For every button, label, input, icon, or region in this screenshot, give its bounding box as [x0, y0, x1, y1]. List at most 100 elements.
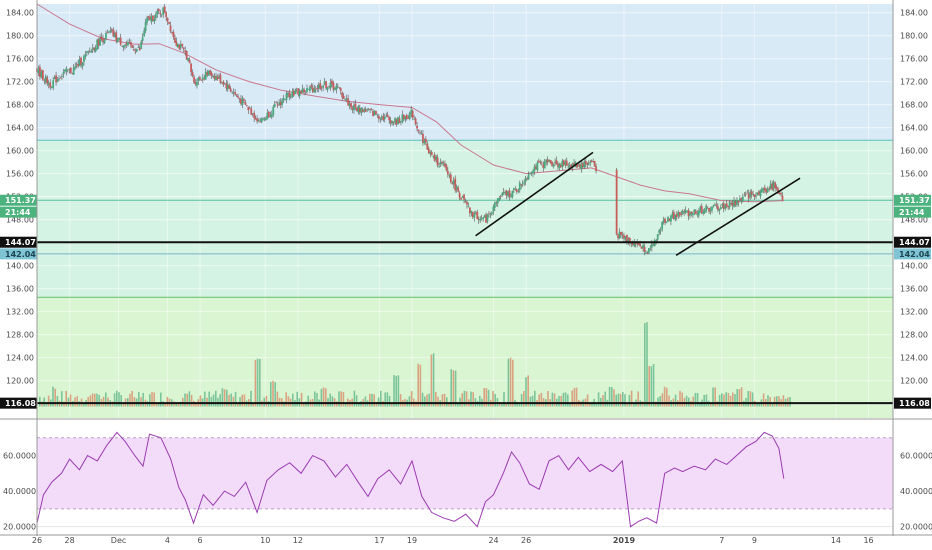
volume-bar	[424, 396, 426, 407]
candle-body	[716, 206, 719, 210]
candle-body	[521, 183, 524, 185]
candle-body	[684, 210, 687, 214]
candle-body	[228, 84, 231, 89]
candle-body	[643, 246, 646, 252]
candle-body	[93, 47, 96, 51]
volume-bar	[512, 359, 514, 407]
volume-bar	[67, 397, 70, 407]
horizontal-lines[interactable]	[37, 241, 893, 405]
time-tick: Dec	[111, 536, 126, 545]
candle-body	[363, 109, 366, 112]
candle-body	[718, 209, 721, 211]
candle-body	[486, 214, 489, 222]
candle-body	[640, 246, 643, 249]
candle-body	[539, 162, 542, 163]
price-tick-right: 136.00	[900, 285, 928, 294]
trend-lines[interactable]	[475, 151, 801, 256]
candle-body	[750, 191, 753, 195]
volume-bar	[666, 387, 668, 407]
candle-body	[461, 196, 464, 198]
candle-body	[243, 99, 245, 102]
candle-body	[165, 12, 168, 18]
candle-body	[103, 40, 106, 44]
volume-bar	[329, 393, 331, 407]
candle-body	[300, 90, 303, 94]
candle-body	[562, 160, 565, 166]
candle-body	[52, 80, 55, 89]
candle-body	[513, 188, 515, 190]
candle-body	[188, 59, 191, 63]
candle-body	[196, 81, 198, 86]
volume-bar	[527, 375, 529, 407]
volume-bar	[190, 394, 193, 407]
candle-body	[502, 192, 505, 194]
candle-body	[743, 195, 746, 197]
volume-bar	[47, 395, 50, 407]
candle-body	[413, 119, 416, 120]
time-axis[interactable]: 26 28 Dec 4 6 10 12 17 19 24 26 2019 7 9 14 16	[32, 536, 874, 545]
volume-bar	[325, 388, 327, 407]
candle-body	[144, 21, 147, 32]
volume-bar	[756, 402, 758, 407]
volume-bar	[217, 397, 219, 407]
volume-bar	[259, 358, 261, 407]
price-tick-left: 168.00	[6, 101, 34, 110]
volume-bar	[102, 396, 105, 407]
candle-body	[339, 88, 342, 91]
candle-body	[200, 79, 203, 81]
volume-bar	[789, 397, 791, 407]
candle-body	[499, 196, 502, 197]
volume-bar	[659, 396, 661, 407]
candle-body	[536, 162, 539, 171]
candle-body	[711, 206, 713, 211]
candle-body	[398, 118, 401, 123]
candle-body	[316, 88, 319, 89]
candle-body	[125, 43, 128, 45]
candle-body	[526, 178, 529, 180]
candle-body	[589, 161, 592, 164]
candle-body	[573, 163, 575, 166]
candle-body	[191, 72, 194, 77]
volume-bar	[149, 394, 151, 407]
volume-bar	[292, 393, 294, 407]
time-tick: 2019	[613, 536, 636, 545]
candle-body	[480, 217, 483, 219]
candle-body	[694, 210, 697, 215]
rsi-tick-left: 60.0000	[3, 452, 36, 461]
candle-body	[488, 213, 490, 215]
volume-bar	[76, 396, 78, 407]
candle-body	[44, 76, 47, 83]
volume-bar	[725, 392, 727, 407]
candle-body	[130, 42, 132, 46]
volume-bar	[399, 394, 402, 407]
candle-body	[364, 109, 367, 112]
candle-body	[174, 37, 176, 43]
volume-bar	[96, 393, 98, 407]
candle-body	[127, 42, 129, 46]
price-tick-right: 124.00	[900, 354, 928, 363]
candle-body	[504, 192, 507, 194]
candle-body	[675, 213, 678, 218]
candle-body	[532, 171, 534, 174]
candle-body	[218, 76, 220, 78]
candle-body	[109, 30, 112, 33]
candle-body	[730, 203, 732, 204]
volume-bar	[153, 392, 155, 407]
candle-body	[69, 67, 72, 73]
volume-bar	[657, 397, 659, 407]
volume-bar	[410, 391, 413, 407]
candle-body	[495, 201, 498, 203]
candle-body	[58, 78, 60, 80]
volume-bar	[388, 395, 391, 407]
time-tick: 28	[65, 536, 75, 545]
candle-body	[571, 163, 574, 168]
rsi-line	[36, 431, 785, 528]
volume-bar	[633, 402, 635, 407]
candle-body	[124, 44, 126, 46]
volume-bar	[714, 387, 716, 407]
candle-body	[50, 86, 53, 88]
volume-bar	[470, 391, 472, 407]
volume-bar	[52, 386, 54, 407]
candle-body	[206, 72, 209, 76]
price-tag-left	[0, 194, 37, 206]
